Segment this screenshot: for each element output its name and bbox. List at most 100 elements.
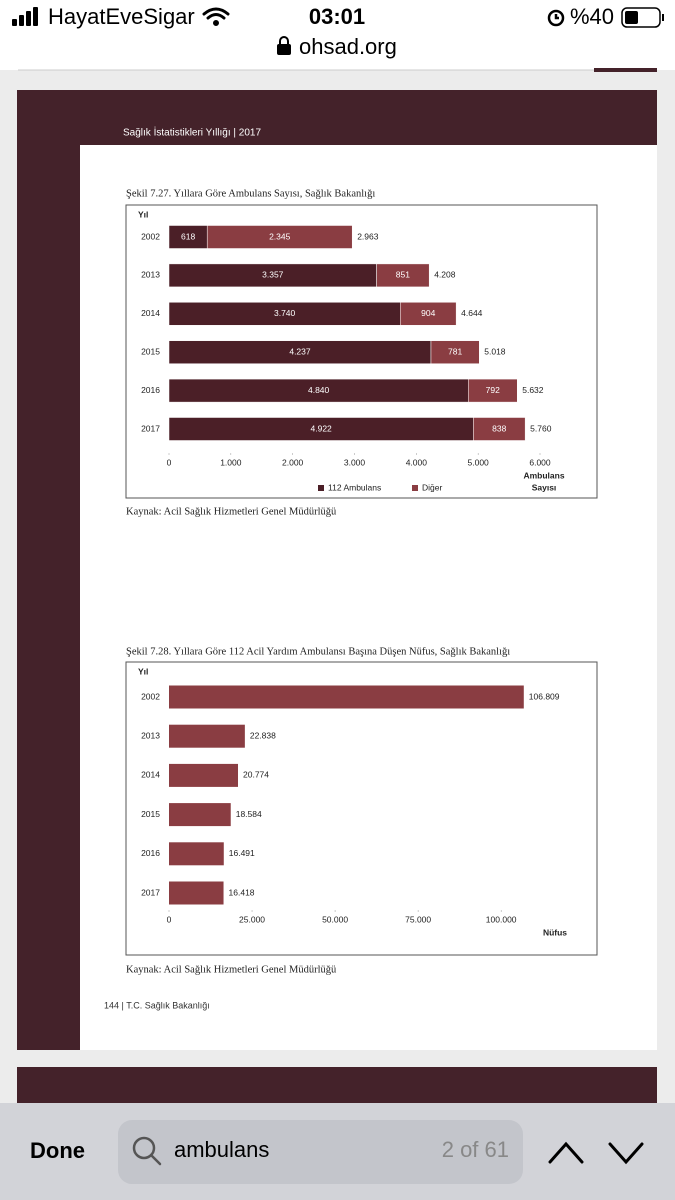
x-tick-label: 5.000	[468, 457, 490, 467]
y-tick-label: 2002	[141, 231, 160, 241]
x-axis-label: Ambulans	[523, 470, 564, 480]
y-tick-label: 2017	[141, 887, 160, 897]
total-label: 4.644	[461, 308, 483, 318]
legend-label: Diğer	[422, 482, 442, 492]
battery-tip	[662, 14, 664, 21]
data-label: 16.491	[229, 848, 255, 858]
y-tick-label: 2002	[141, 691, 160, 701]
total-label: 5.760	[530, 423, 552, 433]
legend-swatch	[318, 485, 324, 491]
x-tick-label: 0	[167, 914, 172, 924]
data-label: 3.740	[274, 308, 296, 318]
charts: Yıl 0 1.000 2.000 3.000 4.000 5.000 6.000 Ambula…	[125, 204, 598, 956]
bar	[169, 724, 245, 748]
figure-caption: Şekil 7.27. Yıllara Göre Ambulans Sayısı…	[126, 188, 375, 199]
figure-source: Kaynak: Acil Sağlık Hizmetleri Genel Müd…	[126, 964, 337, 975]
data-label: 781	[448, 346, 462, 356]
data-label: 618	[181, 231, 195, 241]
y-tick-label: 2014	[141, 770, 160, 780]
search-field[interactable]	[118, 1120, 523, 1184]
running-header: Sağlık İstatistikleri Yıllığı | 2017	[123, 126, 261, 139]
next-match[interactable]	[608, 1142, 644, 1165]
y-tick-label: 2015	[141, 809, 160, 819]
chart-frame	[125, 204, 598, 499]
browser-header	[0, 0, 675, 70]
data-label: 851	[396, 270, 410, 280]
legend-label: 112 Ambulans	[328, 482, 381, 492]
x-tick-label: 1.000	[220, 457, 242, 467]
y-tick-label: 2017	[141, 423, 160, 433]
x-tick-label: 75.000	[405, 914, 431, 924]
x-tick-label: 3.000	[344, 457, 366, 467]
search-query[interactable]: ambulans	[174, 1137, 269, 1162]
bar	[169, 685, 524, 709]
x-tick-label: 2.000	[282, 457, 304, 467]
y-axis-label: Yıl	[138, 666, 148, 676]
data-label: 2.345	[269, 231, 291, 241]
signal-icon	[12, 7, 38, 26]
y-tick-label: 2016	[141, 385, 160, 395]
bar-segment	[400, 302, 457, 326]
prev-page-edge	[594, 68, 657, 72]
battery-level: %40	[570, 4, 614, 29]
carrier: HayatEveSigar	[48, 4, 195, 29]
x-tick-label: 4.000	[406, 457, 428, 467]
y-tick-label: 2015	[141, 346, 160, 356]
data-label: 904	[421, 308, 435, 318]
figure-source: Kaynak: Acil Sağlık Hizmetleri Genel Müd…	[126, 506, 337, 517]
bar-segment	[468, 378, 518, 403]
done-button[interactable]: Done	[30, 1138, 85, 1163]
y-tick-label: 2013	[141, 270, 160, 280]
x-tick-label: 25.000	[239, 914, 265, 924]
x-axis-label: Sayısı	[532, 482, 557, 492]
x-axis-label: Nüfus	[543, 927, 567, 937]
legend-swatch	[412, 485, 418, 491]
bar	[169, 842, 224, 866]
wifi-icon	[202, 7, 230, 26]
data-label: 4.922	[311, 423, 333, 433]
match-count: 2 of 61	[442, 1137, 509, 1162]
y-tick-label: 2016	[141, 848, 160, 858]
bar	[169, 881, 224, 905]
data-label: 792	[486, 385, 500, 395]
bar	[169, 763, 239, 787]
x-tick-label: 50.000	[322, 914, 348, 924]
x-tick-label: 0	[167, 457, 172, 467]
bar-segment	[473, 417, 526, 441]
previous-match[interactable]	[548, 1141, 584, 1164]
y-tick-label: 2014	[141, 308, 160, 318]
data-label: 106.809	[529, 691, 560, 701]
url[interactable]: ohsad.org	[299, 34, 397, 59]
total-label: 5.632	[522, 385, 544, 395]
battery-fill	[625, 11, 638, 24]
bar	[169, 803, 231, 827]
x-tick-label: 100.000	[486, 914, 517, 924]
total-label: 2.963	[357, 231, 379, 241]
next-page	[17, 1067, 657, 1107]
y-axis-label: Yıl	[138, 209, 148, 219]
chart-frame	[125, 661, 598, 956]
y-tick-label: 2013	[141, 730, 160, 740]
alarm-icon	[547, 9, 565, 27]
data-label: 18.584	[236, 809, 262, 819]
bar-segment	[430, 340, 480, 364]
data-label: 4.840	[308, 385, 330, 395]
data-label: 16.418	[229, 887, 255, 897]
data-label: 4.237	[289, 346, 311, 356]
battery-icon	[621, 7, 661, 28]
lock-icon	[277, 36, 291, 55]
bar-segment	[206, 225, 353, 249]
clock: 03:01	[309, 4, 365, 29]
data-label: 20.774	[243, 770, 269, 780]
data-label: 838	[492, 423, 506, 433]
bar-segment	[376, 263, 430, 288]
x-tick-label: 6.000	[529, 457, 551, 467]
total-label: 4.208	[434, 270, 456, 280]
data-label: 22.838	[250, 730, 276, 740]
total-label: 5.018	[484, 346, 506, 356]
search-icon	[132, 1136, 162, 1166]
page-footer: 144 | T.C. Sağlık Bakanlığı	[104, 1000, 210, 1010]
figure-caption: Şekil 7.28. Yıllara Göre 112 Acil Yardım…	[126, 646, 510, 657]
